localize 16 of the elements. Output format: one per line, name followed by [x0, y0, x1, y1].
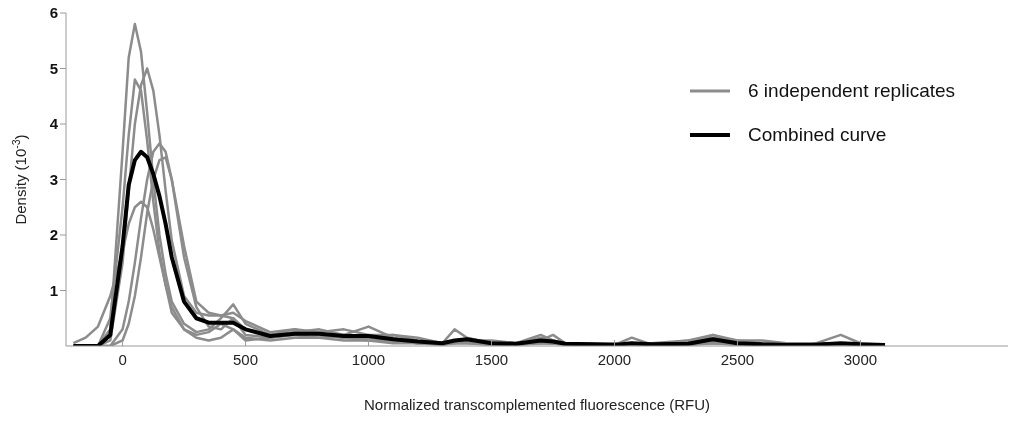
x-tick-label: 2000 [597, 350, 632, 368]
x-tick-label: 500 [233, 350, 259, 368]
x-axis-title: Normalized transcomplemented fluorescence (RFU) [364, 396, 710, 413]
x-tick-label: 2500 [720, 350, 755, 368]
y-tick-label: 4 [49, 115, 59, 133]
y-tick-label: 3 [49, 170, 58, 188]
y-tick-label: 1 [49, 281, 58, 299]
x-tick-label: 1000 [351, 350, 386, 368]
x-tick-label: 3000 [843, 350, 878, 368]
y-tick-label: 5 [49, 59, 58, 77]
x-tick-label: 1500 [474, 350, 509, 368]
legend-label: Combined curve [748, 124, 887, 146]
y-tick-label: 2 [49, 226, 58, 244]
legend-label: 6 independent replicates [748, 80, 956, 102]
y-tick-label: 6 [49, 4, 58, 22]
x-tick-label: 0 [118, 350, 127, 368]
